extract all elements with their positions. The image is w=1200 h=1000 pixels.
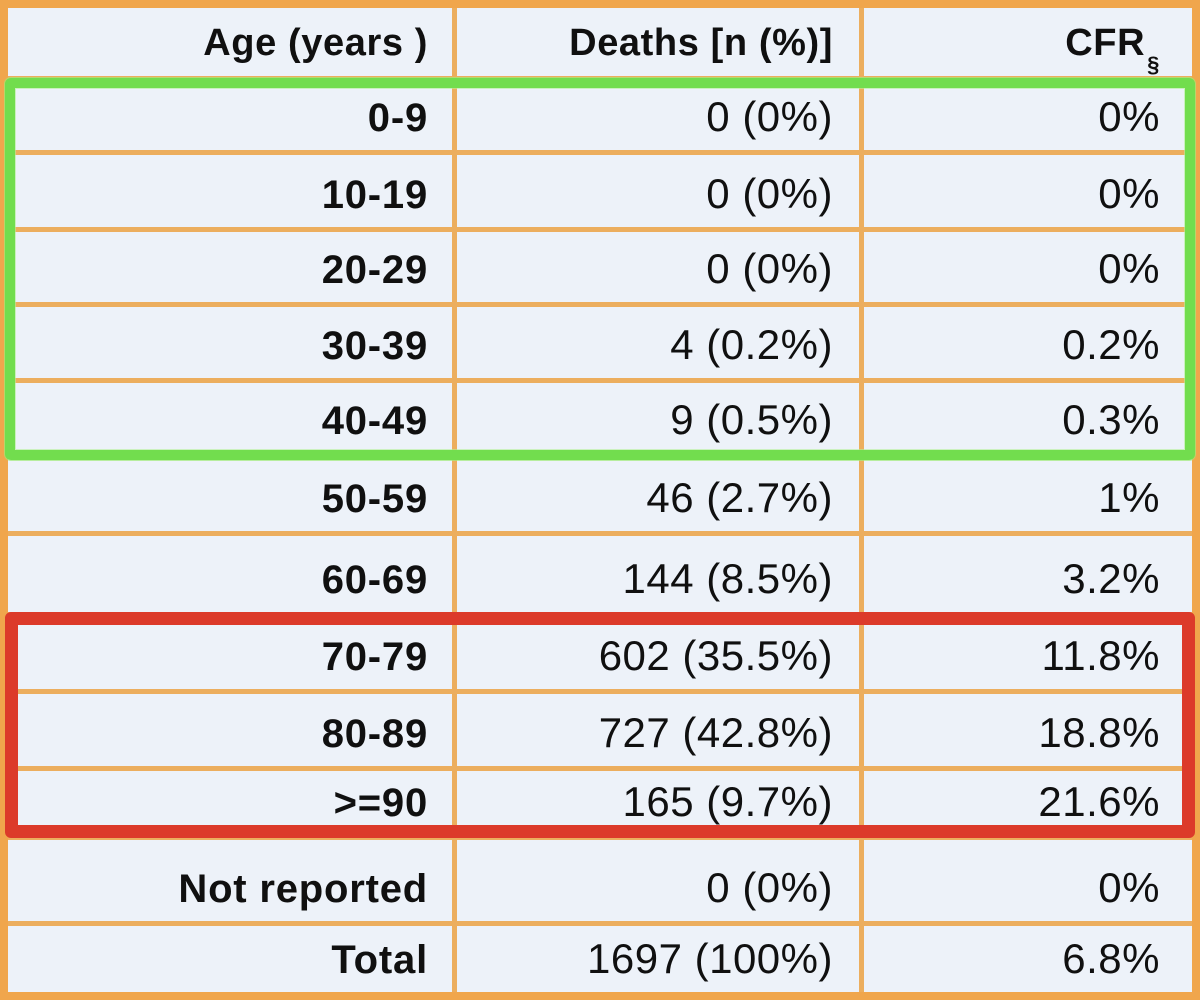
cfr-cell: 18.8% bbox=[864, 694, 1192, 766]
cfr-label: CFR bbox=[1065, 22, 1146, 64]
deaths-cell: 0 (0%) bbox=[457, 155, 859, 227]
deaths-cell: 0 (0%) bbox=[457, 840, 859, 921]
age-cell: >=90 bbox=[8, 771, 452, 835]
age-cell: 0-9 bbox=[8, 81, 452, 150]
age-cell: 60-69 bbox=[8, 536, 452, 612]
age-cell: Not reported bbox=[8, 840, 452, 921]
age-cell: 70-79 bbox=[8, 617, 452, 689]
age-cell: 80-89 bbox=[8, 694, 452, 766]
cfr-cell: 0% bbox=[864, 81, 1192, 150]
age-cell: 40-49 bbox=[8, 383, 452, 453]
cfr-cell: 0% bbox=[864, 155, 1192, 227]
age-cell: Total bbox=[8, 926, 452, 992]
col-header-age: Age (years ) bbox=[8, 8, 452, 76]
cfr-cell: 1% bbox=[864, 458, 1192, 531]
deaths-cell: 727 (42.8%) bbox=[457, 694, 859, 766]
cfr-cell: 3.2% bbox=[864, 536, 1192, 612]
cfr-cell: 0% bbox=[864, 232, 1192, 302]
deaths-cell: 0 (0%) bbox=[457, 232, 859, 302]
cfr-cell: 0% bbox=[864, 840, 1192, 921]
age-cell: 20-29 bbox=[8, 232, 452, 302]
deaths-cell: 0 (0%) bbox=[457, 81, 859, 150]
age-cell: 50-59 bbox=[8, 458, 452, 531]
deaths-cell: 602 (35.5%) bbox=[457, 617, 859, 689]
deaths-cell: 4 (0.2%) bbox=[457, 307, 859, 378]
cfr-cell: 6.8% bbox=[864, 926, 1192, 992]
deaths-cell: 46 (2.7%) bbox=[457, 458, 859, 531]
col-header-deaths: Deaths [n (%)] bbox=[457, 8, 859, 76]
deaths-cell: 1697 (100%) bbox=[457, 926, 859, 992]
deaths-cell: 144 (8.5%) bbox=[457, 536, 859, 612]
deaths-cell: 9 (0.5%) bbox=[457, 383, 859, 453]
table-grid: Age (years ) Deaths [n (%)] CFR § 0-9 0 (… bbox=[8, 8, 1192, 992]
age-cell: 10-19 bbox=[8, 155, 452, 227]
age-cell: 30-39 bbox=[8, 307, 452, 378]
col-header-cfr: CFR § bbox=[864, 8, 1192, 76]
cfr-cell: 0.3% bbox=[864, 383, 1192, 453]
deaths-cell: 165 (9.7%) bbox=[457, 771, 859, 835]
cfr-cell: 21.6% bbox=[864, 771, 1192, 835]
cfr-cell: 11.8% bbox=[864, 617, 1192, 689]
cfr-cell: 0.2% bbox=[864, 307, 1192, 378]
